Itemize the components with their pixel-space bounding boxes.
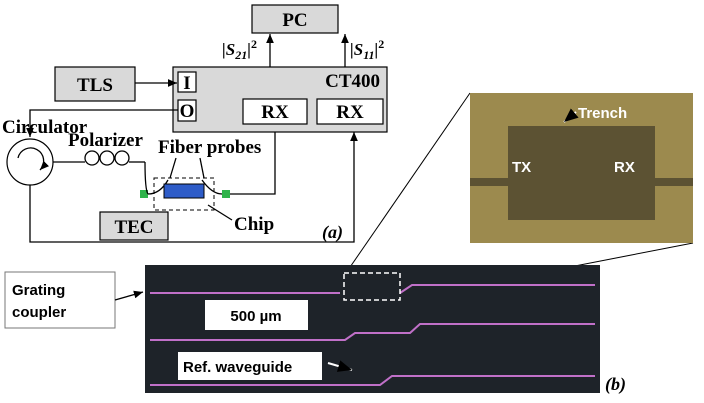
rx2-box (316, 98, 384, 125)
tls-box (54, 66, 136, 102)
port-o-label: O (180, 101, 195, 122)
chip (163, 183, 205, 199)
ref-waveguide-label: Ref. waveguide (183, 359, 292, 376)
panel-label: (a) (322, 222, 343, 243)
rx1-label: RX (261, 102, 289, 123)
circulator-arrow (17, 147, 50, 171)
fiber (144, 161, 149, 195)
panel-b: Trench TX RX Grating coupler 500 µm Ref. … (4, 92, 694, 395)
panel-a: PC |S21|2 |S11|2 CT400 I O RX RX TLS Cir… (2, 4, 388, 243)
port-i (177, 71, 197, 93)
fiber (147, 132, 276, 195)
zoom-line (345, 92, 471, 274)
waveguide (150, 323, 595, 341)
tec-label: TEC (114, 217, 153, 238)
pc-box (251, 4, 339, 34)
pointer (563, 108, 579, 123)
circulator-symbol (6, 138, 54, 186)
trench (508, 126, 655, 220)
trench-label: Trench (578, 105, 627, 122)
probe (222, 190, 230, 198)
scale-box (205, 300, 308, 330)
grating-coupler-label: Grating coupler (12, 282, 66, 321)
s11-label: |S11|2 (350, 37, 384, 62)
rx1-box (242, 98, 308, 125)
chip-outline (153, 177, 215, 211)
wire (26, 109, 178, 137)
coil (84, 150, 100, 166)
ct400-label: CT400 (325, 71, 380, 92)
rx2-label: RX (336, 102, 364, 123)
pc-label: PC (282, 10, 307, 31)
fiber (201, 179, 223, 195)
waveguide (150, 375, 595, 386)
zoom-region (343, 272, 401, 301)
wire (29, 132, 358, 243)
polarizer-label: Polarizer (68, 130, 143, 151)
probe (140, 190, 148, 198)
waveguide (150, 284, 595, 294)
panel-label: (b) (605, 374, 626, 395)
s21-label: |S21|2 (222, 37, 257, 62)
rx-label: RX (614, 159, 635, 176)
tx-label: TX (512, 159, 531, 176)
pointer (207, 204, 233, 221)
pointer (169, 157, 177, 179)
fiber-probes-label: Fiber probes (158, 137, 261, 158)
tec-box (99, 211, 169, 241)
pointer (114, 290, 144, 301)
waveguide (655, 178, 693, 186)
chip-label: Chip (234, 214, 274, 235)
pointer (327, 360, 353, 372)
grating-box (4, 271, 116, 329)
waveguide (470, 178, 508, 186)
ref-box (178, 352, 322, 380)
coil (99, 150, 115, 166)
scale-bar-label: 500 µm (230, 308, 281, 325)
coil (114, 150, 130, 166)
tls-label: TLS (77, 75, 113, 96)
circulator-label: Circulator (2, 117, 88, 138)
port-i-label: I (183, 73, 190, 94)
pointer (199, 157, 205, 179)
